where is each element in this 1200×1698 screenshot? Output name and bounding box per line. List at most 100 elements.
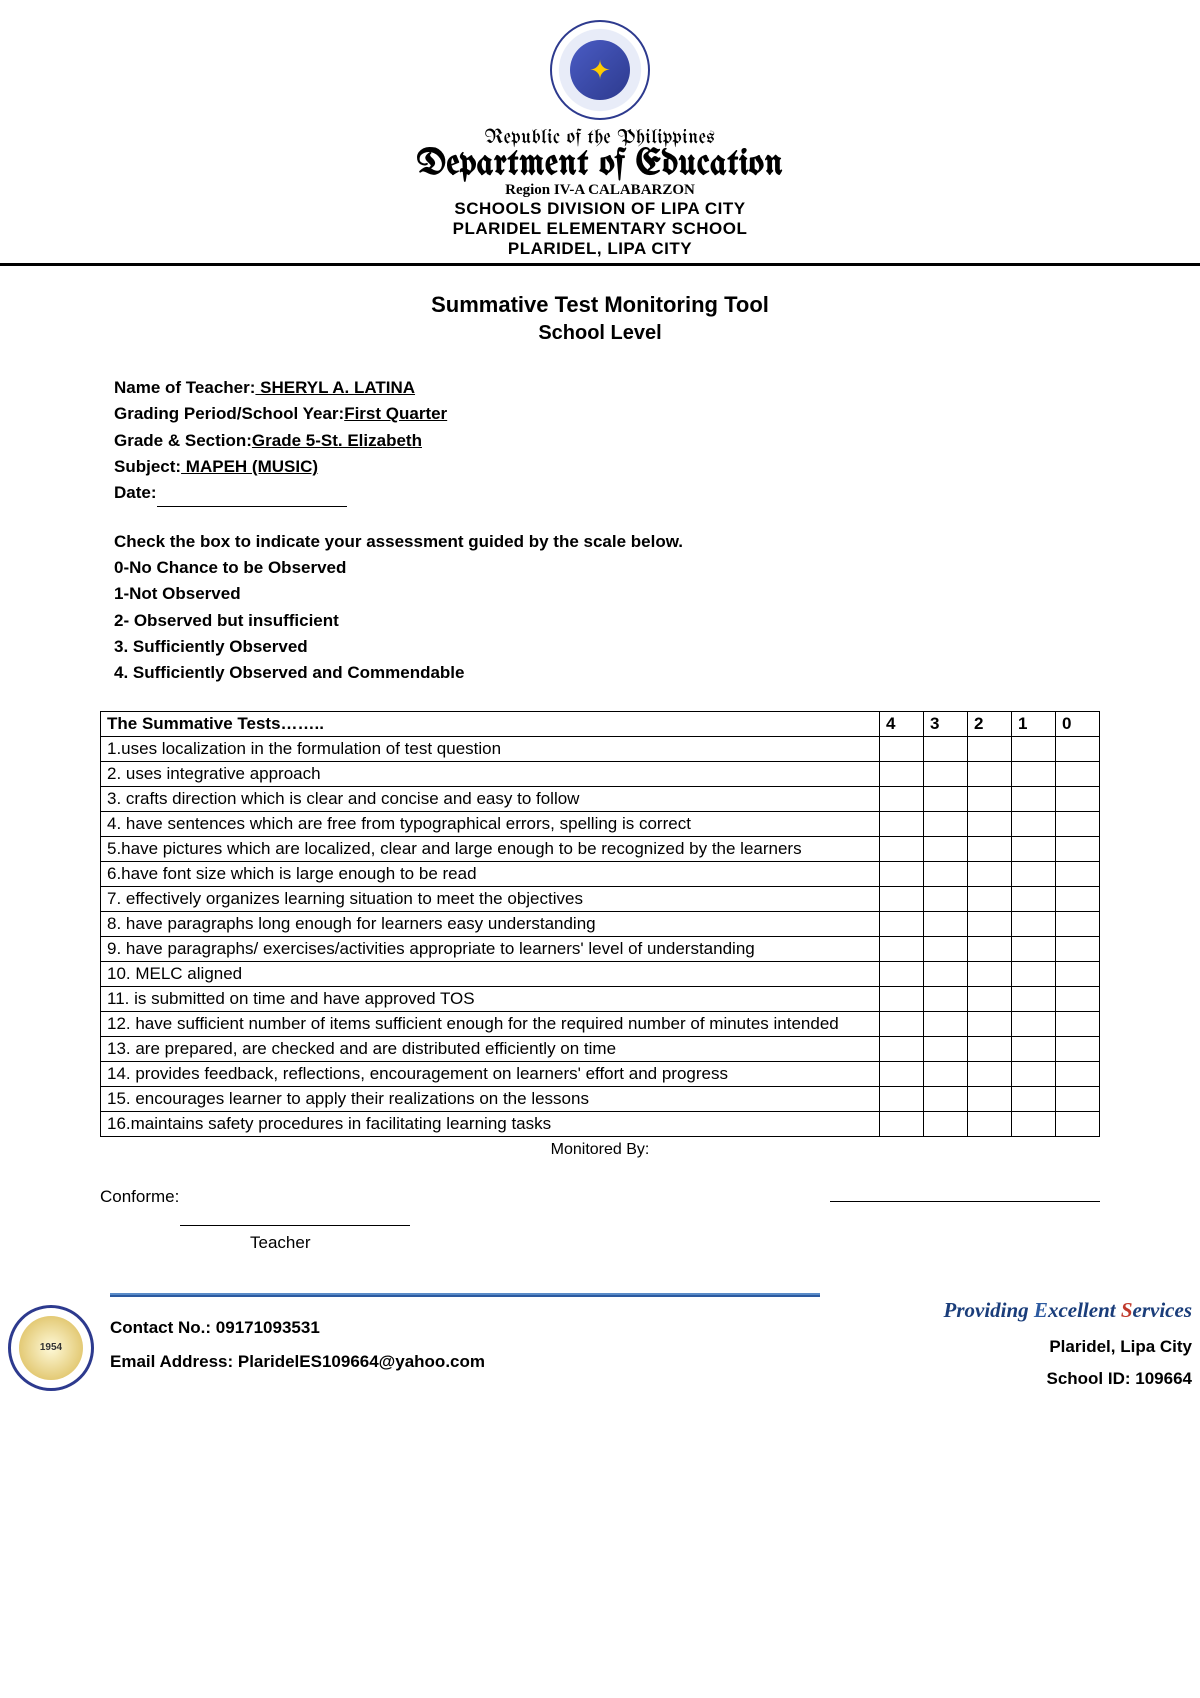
score-cell[interactable] [1012, 1111, 1056, 1136]
score-cell[interactable] [880, 1111, 924, 1136]
score-cell[interactable] [968, 1036, 1012, 1061]
score-cell[interactable] [880, 786, 924, 811]
score-cell[interactable] [1012, 986, 1056, 1011]
score-cell[interactable] [1056, 836, 1100, 861]
score-cell[interactable] [1056, 786, 1100, 811]
score-cell[interactable] [968, 836, 1012, 861]
score-cell[interactable] [924, 786, 968, 811]
score-cell[interactable] [880, 936, 924, 961]
city-line: PLARIDEL, LIPA CITY [100, 239, 1100, 259]
score-cell[interactable] [1056, 886, 1100, 911]
score-cell[interactable] [968, 786, 1012, 811]
score-cell[interactable] [880, 736, 924, 761]
score-cell[interactable] [1012, 911, 1056, 936]
score-cell[interactable] [880, 1011, 924, 1036]
score-cell[interactable] [1056, 961, 1100, 986]
table-row: 4. have sentences which are free from ty… [101, 811, 1100, 836]
score-cell[interactable] [880, 1036, 924, 1061]
score-cell[interactable] [1056, 1061, 1100, 1086]
rubric-item: 8. have paragraphs long enough for learn… [101, 911, 880, 936]
school-seal-icon: 1954 [8, 1305, 94, 1391]
republic-line: Republic of the Philippines [100, 128, 1100, 149]
score-cell[interactable] [1012, 1011, 1056, 1036]
score-cell[interactable] [968, 911, 1012, 936]
score-cell[interactable] [880, 886, 924, 911]
score-cell[interactable] [1056, 761, 1100, 786]
score-cell[interactable] [1012, 811, 1056, 836]
score-cell[interactable] [1056, 936, 1100, 961]
table-row: 3. crafts direction which is clear and c… [101, 786, 1100, 811]
score-cell[interactable] [968, 761, 1012, 786]
monitor-signature-line[interactable] [830, 1201, 1100, 1202]
scale-4: 4. Sufficiently Observed and Commendable [114, 660, 1086, 686]
score-cell[interactable] [1012, 736, 1056, 761]
score-cell[interactable] [1012, 861, 1056, 886]
score-cell[interactable] [924, 1061, 968, 1086]
score-cell[interactable] [1056, 1011, 1100, 1036]
score-cell[interactable] [1012, 936, 1056, 961]
table-row: 15. encourages learner to apply their re… [101, 1086, 1100, 1111]
contact-label: Contact No.: [110, 1318, 216, 1337]
score-cell[interactable] [880, 836, 924, 861]
score-cell[interactable] [880, 1061, 924, 1086]
score-cell[interactable] [968, 961, 1012, 986]
score-cell[interactable] [1012, 961, 1056, 986]
score-cell[interactable] [968, 736, 1012, 761]
table-row: 13. are prepared, are checked and are di… [101, 1036, 1100, 1061]
score-cell[interactable] [924, 761, 968, 786]
score-cell[interactable] [880, 911, 924, 936]
score-cell[interactable] [1056, 1111, 1100, 1136]
score-cell[interactable] [924, 1036, 968, 1061]
score-cell[interactable] [1056, 736, 1100, 761]
date-blank[interactable] [157, 506, 347, 507]
score-cell[interactable] [880, 986, 924, 1011]
score-cell[interactable] [880, 1086, 924, 1111]
score-cell[interactable] [1012, 1036, 1056, 1061]
score-cell[interactable] [924, 861, 968, 886]
score-cell[interactable] [968, 1086, 1012, 1111]
header-divider [0, 263, 1200, 266]
score-cell[interactable] [924, 886, 968, 911]
score-cell[interactable] [968, 1011, 1012, 1036]
score-cell[interactable] [1012, 886, 1056, 911]
score-cell[interactable] [968, 986, 1012, 1011]
page-subtitle: School Level [100, 322, 1100, 345]
score-cell[interactable] [1012, 836, 1056, 861]
score-cell[interactable] [880, 961, 924, 986]
score-cell[interactable] [1056, 811, 1100, 836]
footer-location: Plaridel, Lipa City [944, 1331, 1193, 1363]
score-cell[interactable] [1056, 911, 1100, 936]
score-cell[interactable] [1056, 1086, 1100, 1111]
score-cell[interactable] [924, 1111, 968, 1136]
score-cell[interactable] [1012, 1086, 1056, 1111]
conforme-signature-line[interactable] [180, 1225, 410, 1226]
score-cell[interactable] [968, 886, 1012, 911]
score-cell[interactable] [924, 986, 968, 1011]
score-cell[interactable] [880, 811, 924, 836]
score-cell[interactable] [1012, 786, 1056, 811]
score-cell[interactable] [968, 811, 1012, 836]
score-cell[interactable] [924, 961, 968, 986]
score-cell[interactable] [1012, 761, 1056, 786]
score-cell[interactable] [924, 936, 968, 961]
score-cell[interactable] [924, 836, 968, 861]
score-cell[interactable] [924, 736, 968, 761]
score-cell[interactable] [924, 1011, 968, 1036]
score-cell[interactable] [924, 811, 968, 836]
score-cell[interactable] [924, 911, 968, 936]
score-cell[interactable] [924, 1086, 968, 1111]
score-cell[interactable] [1056, 861, 1100, 886]
score-cell[interactable] [880, 761, 924, 786]
letterhead: ✦ Republic of the Philippines Department… [100, 20, 1100, 259]
score-cell[interactable] [1056, 1036, 1100, 1061]
score-cell[interactable] [1056, 986, 1100, 1011]
score-cell[interactable] [968, 1061, 1012, 1086]
score-cell[interactable] [880, 861, 924, 886]
score-cell[interactable] [968, 861, 1012, 886]
score-cell[interactable] [1012, 1061, 1056, 1086]
conforme-label: Conforme: [100, 1187, 410, 1207]
score-cell[interactable] [968, 936, 1012, 961]
score-cell[interactable] [968, 1111, 1012, 1136]
scale-intro: Check the box to indicate your assessmen… [114, 529, 1086, 555]
footer-right: Providing Excellent Services Plaridel, L… [944, 1305, 1193, 1395]
